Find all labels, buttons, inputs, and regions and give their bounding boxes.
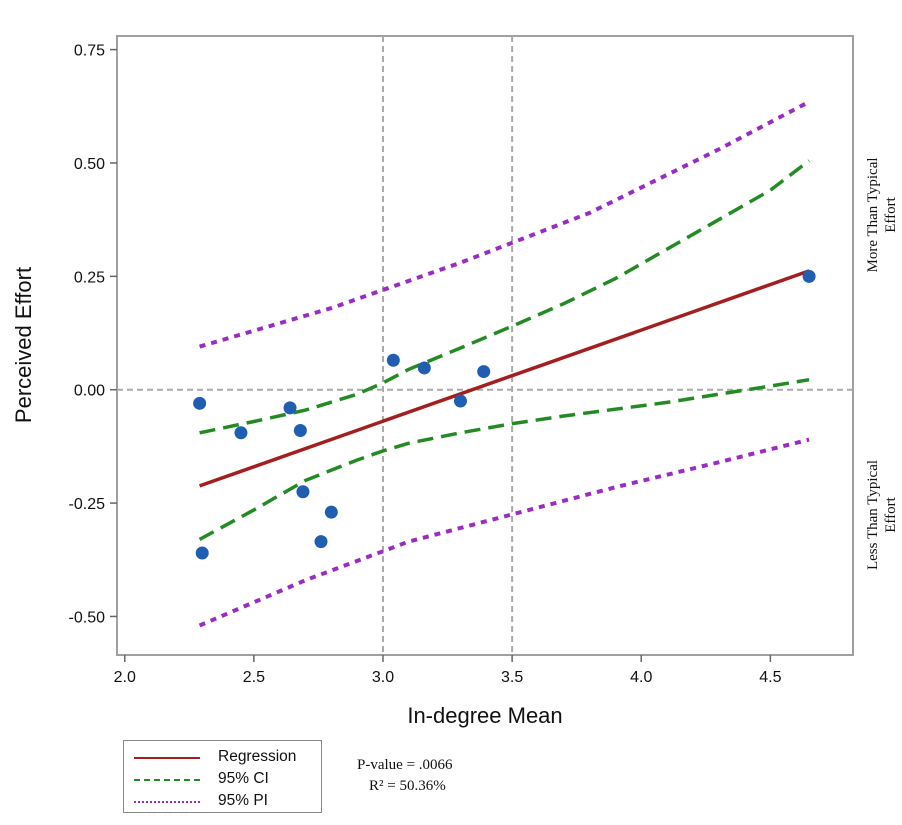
ci-lower-line <box>198 377 810 541</box>
data-point <box>453 394 467 408</box>
interval-bands <box>198 100 811 628</box>
data-point <box>293 424 307 438</box>
x-tick-label: 2.5 <box>243 669 265 686</box>
r-squared-text: R² = 50.36% <box>369 778 446 794</box>
less-than-typical-line2: Effort <box>883 496 899 532</box>
data-point <box>193 396 207 410</box>
y-tick-label: 0.50 <box>74 156 105 173</box>
y-tick-label: 0.75 <box>74 43 105 60</box>
y-axis-title: Perceived Effort <box>11 267 36 423</box>
y-tick-label: 0.25 <box>74 269 105 286</box>
data-point <box>195 546 209 560</box>
legend-label-pi: 95% PI <box>218 792 268 809</box>
ci-swatch <box>134 779 200 781</box>
less-than-typical-line1: Less Than Typical <box>865 460 881 570</box>
x-tick-label: 4.5 <box>759 669 781 686</box>
regression-swatch <box>134 757 200 759</box>
legend-label-ci: 95% CI <box>218 770 269 787</box>
pi-lower-line <box>198 437 810 628</box>
y-tick-label: 0.00 <box>74 383 105 400</box>
plot-area <box>116 35 854 656</box>
x-tick-label: 3.5 <box>501 669 523 686</box>
data-point <box>324 505 338 519</box>
data-point <box>477 365 491 379</box>
legend-item-ci: 95% CI <box>124 768 321 790</box>
data-points <box>193 269 816 560</box>
x-axis-title: In-degree Mean <box>407 703 562 728</box>
legend-item-regression: Regression <box>124 746 321 768</box>
data-point <box>417 361 431 375</box>
legend-item-pi: 95% PI <box>124 790 321 812</box>
p-value-text: P-value = .0066 <box>357 757 453 773</box>
less-than-typical-annotation: Less Than Typical Effort <box>865 460 899 570</box>
x-tick-label: 4.0 <box>630 669 652 686</box>
regression-line <box>199 269 810 488</box>
legend: Regression 95% CI 95% PI <box>123 740 322 813</box>
x-tick-label: 3.0 <box>372 669 394 686</box>
data-point <box>314 535 328 549</box>
y-tick-label: -0.25 <box>69 496 106 513</box>
data-point <box>296 485 310 499</box>
legend-label-regression: Regression <box>218 748 297 765</box>
ci-upper-line <box>199 159 811 435</box>
more-than-typical-line1: More Than Typical <box>865 157 881 272</box>
data-point <box>802 269 816 283</box>
x-axis-ticks: 2.0 2.5 3.0 3.5 4.0 4.5 <box>114 655 782 686</box>
y-tick-label: -0.50 <box>69 609 106 626</box>
data-point <box>234 426 248 440</box>
more-than-typical-line2: Effort <box>883 196 899 232</box>
data-point <box>386 353 400 367</box>
more-than-typical-annotation: More Than Typical Effort <box>865 157 899 272</box>
data-point <box>283 401 297 415</box>
y-axis-ticks: 0.75 0.50 0.25 0.00 -0.25 -0.50 <box>69 43 117 626</box>
x-tick-label: 2.0 <box>114 669 136 686</box>
pi-swatch <box>134 801 200 803</box>
